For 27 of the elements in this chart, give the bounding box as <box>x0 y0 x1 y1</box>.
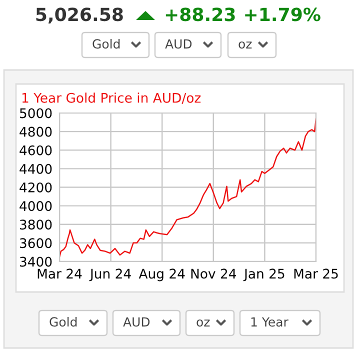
y-tick-label: 4800 <box>20 126 52 137</box>
y-tick-label: 3600 <box>20 238 52 248</box>
x-tick-label: Jan 25 <box>243 268 284 282</box>
text: Gold <box>92 38 120 49</box>
text: 1 Year <box>251 317 288 327</box>
text: AUD <box>123 317 150 327</box>
text: oz <box>196 319 210 327</box>
y-tick-label: 4600 <box>20 145 52 156</box>
x-tick-label: Mar 24 <box>38 268 82 279</box>
y-tick-label: 4200 <box>20 182 52 192</box>
text: Gold <box>50 316 77 327</box>
y-tick-label: 5000 <box>20 108 52 118</box>
text: +88.23 <box>166 8 235 22</box>
text: 5,026.58 <box>36 8 123 24</box>
y-tick-label: 3400 <box>20 256 52 267</box>
x-tick-label: Mar 25 <box>294 268 338 279</box>
x-tick-label: Jun 24 <box>89 268 131 282</box>
line-series <box>60 118 316 258</box>
y-tick-label: 4400 <box>20 164 52 174</box>
text: AUD <box>165 39 192 49</box>
text: +1.79% <box>245 8 320 22</box>
x-tick-label: Nov 24 <box>191 268 236 279</box>
chart-title: 1 Year Gold Price in AUD/oz <box>22 92 201 104</box>
text: oz <box>238 41 252 49</box>
y-tick-label: 4000 <box>20 201 52 212</box>
y-tick-label: 3800 <box>20 220 52 230</box>
x-tick-label: Aug 24 <box>138 268 185 282</box>
